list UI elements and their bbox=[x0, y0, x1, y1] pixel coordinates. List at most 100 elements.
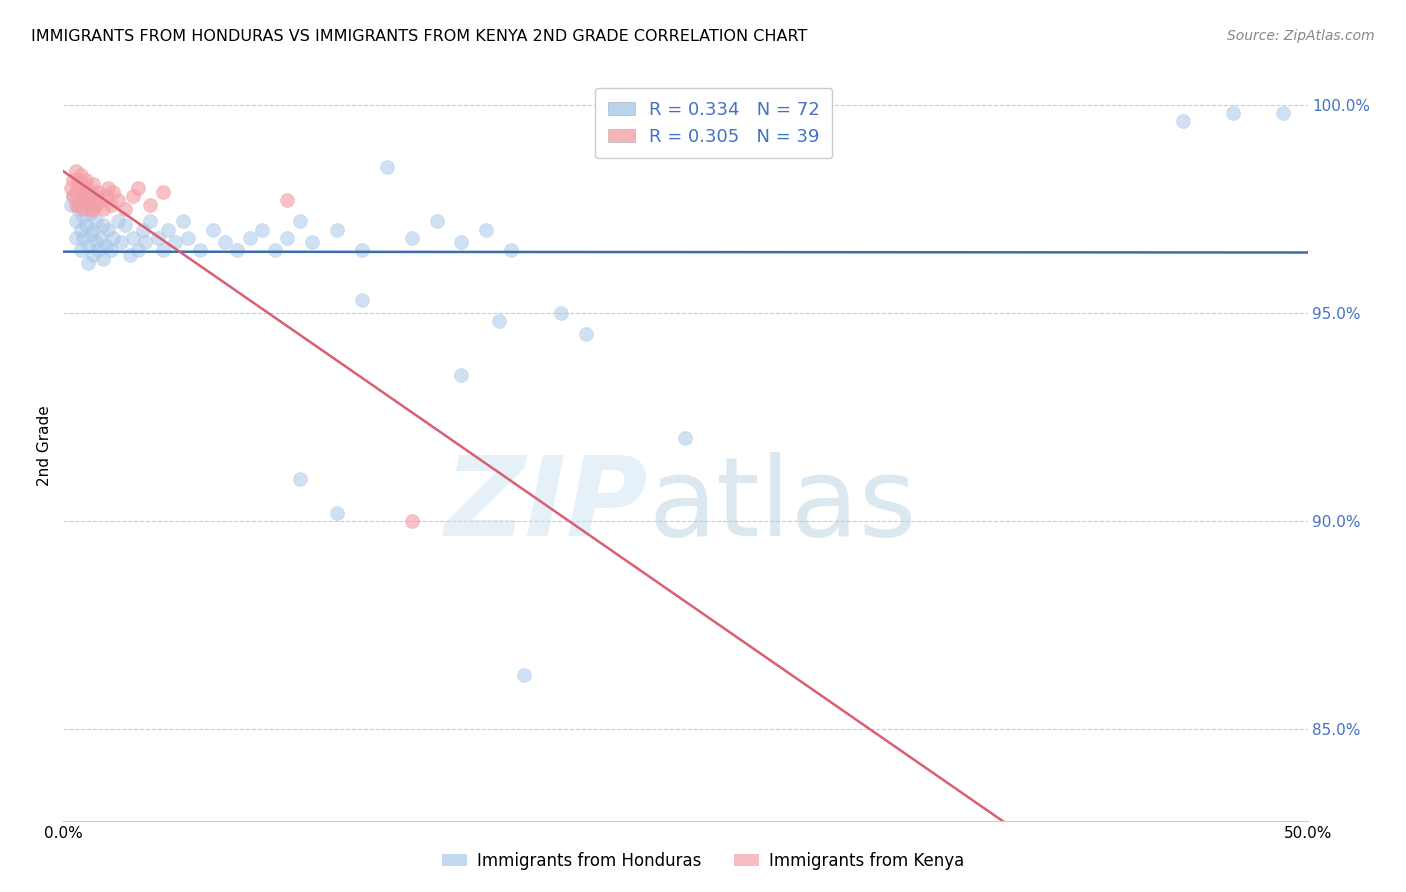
Point bbox=[69, 181, 91, 195]
Point bbox=[110, 235, 132, 249]
Point bbox=[326, 506, 349, 520]
Point bbox=[94, 189, 117, 203]
Point bbox=[79, 189, 101, 203]
Point bbox=[114, 219, 136, 233]
Point bbox=[75, 185, 97, 199]
Point bbox=[1222, 106, 1244, 120]
Point bbox=[79, 227, 101, 241]
Point bbox=[1271, 106, 1294, 120]
Point bbox=[82, 247, 104, 261]
Point bbox=[87, 185, 110, 199]
Point bbox=[450, 368, 472, 383]
Point bbox=[62, 189, 84, 203]
Point bbox=[156, 222, 179, 236]
Point bbox=[127, 181, 149, 195]
Point bbox=[75, 197, 97, 211]
Point bbox=[67, 202, 90, 216]
Point bbox=[69, 194, 91, 208]
Point bbox=[165, 235, 187, 249]
Point bbox=[82, 202, 104, 216]
Point bbox=[214, 235, 236, 249]
Point bbox=[1173, 114, 1195, 128]
Point bbox=[239, 231, 262, 245]
Point bbox=[675, 431, 697, 445]
Point bbox=[132, 222, 155, 236]
Point bbox=[72, 231, 94, 245]
Point bbox=[101, 231, 124, 245]
Point bbox=[84, 197, 107, 211]
Point bbox=[152, 185, 174, 199]
Point bbox=[94, 239, 117, 253]
Point bbox=[107, 214, 129, 228]
Point bbox=[59, 197, 82, 211]
Point bbox=[69, 169, 91, 183]
Point bbox=[288, 472, 311, 486]
Point bbox=[501, 244, 523, 258]
Point bbox=[127, 244, 149, 258]
Point bbox=[326, 222, 349, 236]
Point bbox=[91, 219, 114, 233]
Point bbox=[550, 306, 572, 320]
Point bbox=[79, 206, 101, 220]
Point bbox=[59, 181, 82, 195]
Point bbox=[426, 214, 449, 228]
Point bbox=[65, 214, 87, 228]
Point bbox=[67, 197, 90, 211]
Point bbox=[120, 247, 142, 261]
Point bbox=[100, 197, 122, 211]
Point bbox=[67, 172, 90, 186]
Point bbox=[97, 222, 120, 236]
Point bbox=[575, 326, 598, 341]
Point bbox=[401, 514, 423, 528]
Point bbox=[91, 202, 114, 216]
Point bbox=[65, 185, 87, 199]
Point bbox=[172, 214, 194, 228]
Text: Source: ZipAtlas.com: Source: ZipAtlas.com bbox=[1227, 29, 1375, 43]
Point bbox=[488, 314, 510, 328]
Point bbox=[301, 235, 323, 249]
Point bbox=[72, 177, 94, 191]
Point bbox=[84, 189, 107, 203]
Point bbox=[252, 222, 274, 236]
Point bbox=[90, 231, 112, 245]
Point bbox=[84, 214, 107, 228]
Point bbox=[276, 194, 298, 208]
Y-axis label: 2nd Grade: 2nd Grade bbox=[37, 406, 52, 486]
Point bbox=[177, 231, 200, 245]
Point bbox=[97, 181, 120, 195]
Point bbox=[79, 202, 101, 216]
Point bbox=[77, 194, 100, 208]
Point bbox=[350, 244, 373, 258]
Point bbox=[87, 244, 110, 258]
Point bbox=[82, 177, 104, 191]
Text: atlas: atlas bbox=[648, 452, 917, 559]
Text: ZIP: ZIP bbox=[444, 452, 648, 559]
Point bbox=[65, 231, 87, 245]
Point bbox=[82, 222, 104, 236]
Point bbox=[201, 222, 224, 236]
Point bbox=[350, 293, 373, 308]
Point bbox=[72, 189, 94, 203]
Point bbox=[146, 231, 169, 245]
Point bbox=[512, 668, 534, 682]
Point bbox=[72, 210, 94, 224]
Point bbox=[401, 231, 423, 245]
Point bbox=[288, 214, 311, 228]
Point bbox=[152, 244, 174, 258]
Point bbox=[69, 244, 91, 258]
Point bbox=[276, 231, 298, 245]
Point bbox=[122, 231, 145, 245]
Point bbox=[65, 164, 87, 178]
Point bbox=[100, 244, 122, 258]
Point bbox=[77, 256, 100, 270]
Point bbox=[139, 214, 162, 228]
Point bbox=[75, 219, 97, 233]
Point bbox=[91, 252, 114, 266]
Point bbox=[475, 222, 498, 236]
Point bbox=[75, 172, 97, 186]
Point bbox=[263, 244, 285, 258]
Point bbox=[226, 244, 249, 258]
Point bbox=[101, 185, 124, 199]
Point bbox=[134, 235, 156, 249]
Point bbox=[62, 172, 84, 186]
